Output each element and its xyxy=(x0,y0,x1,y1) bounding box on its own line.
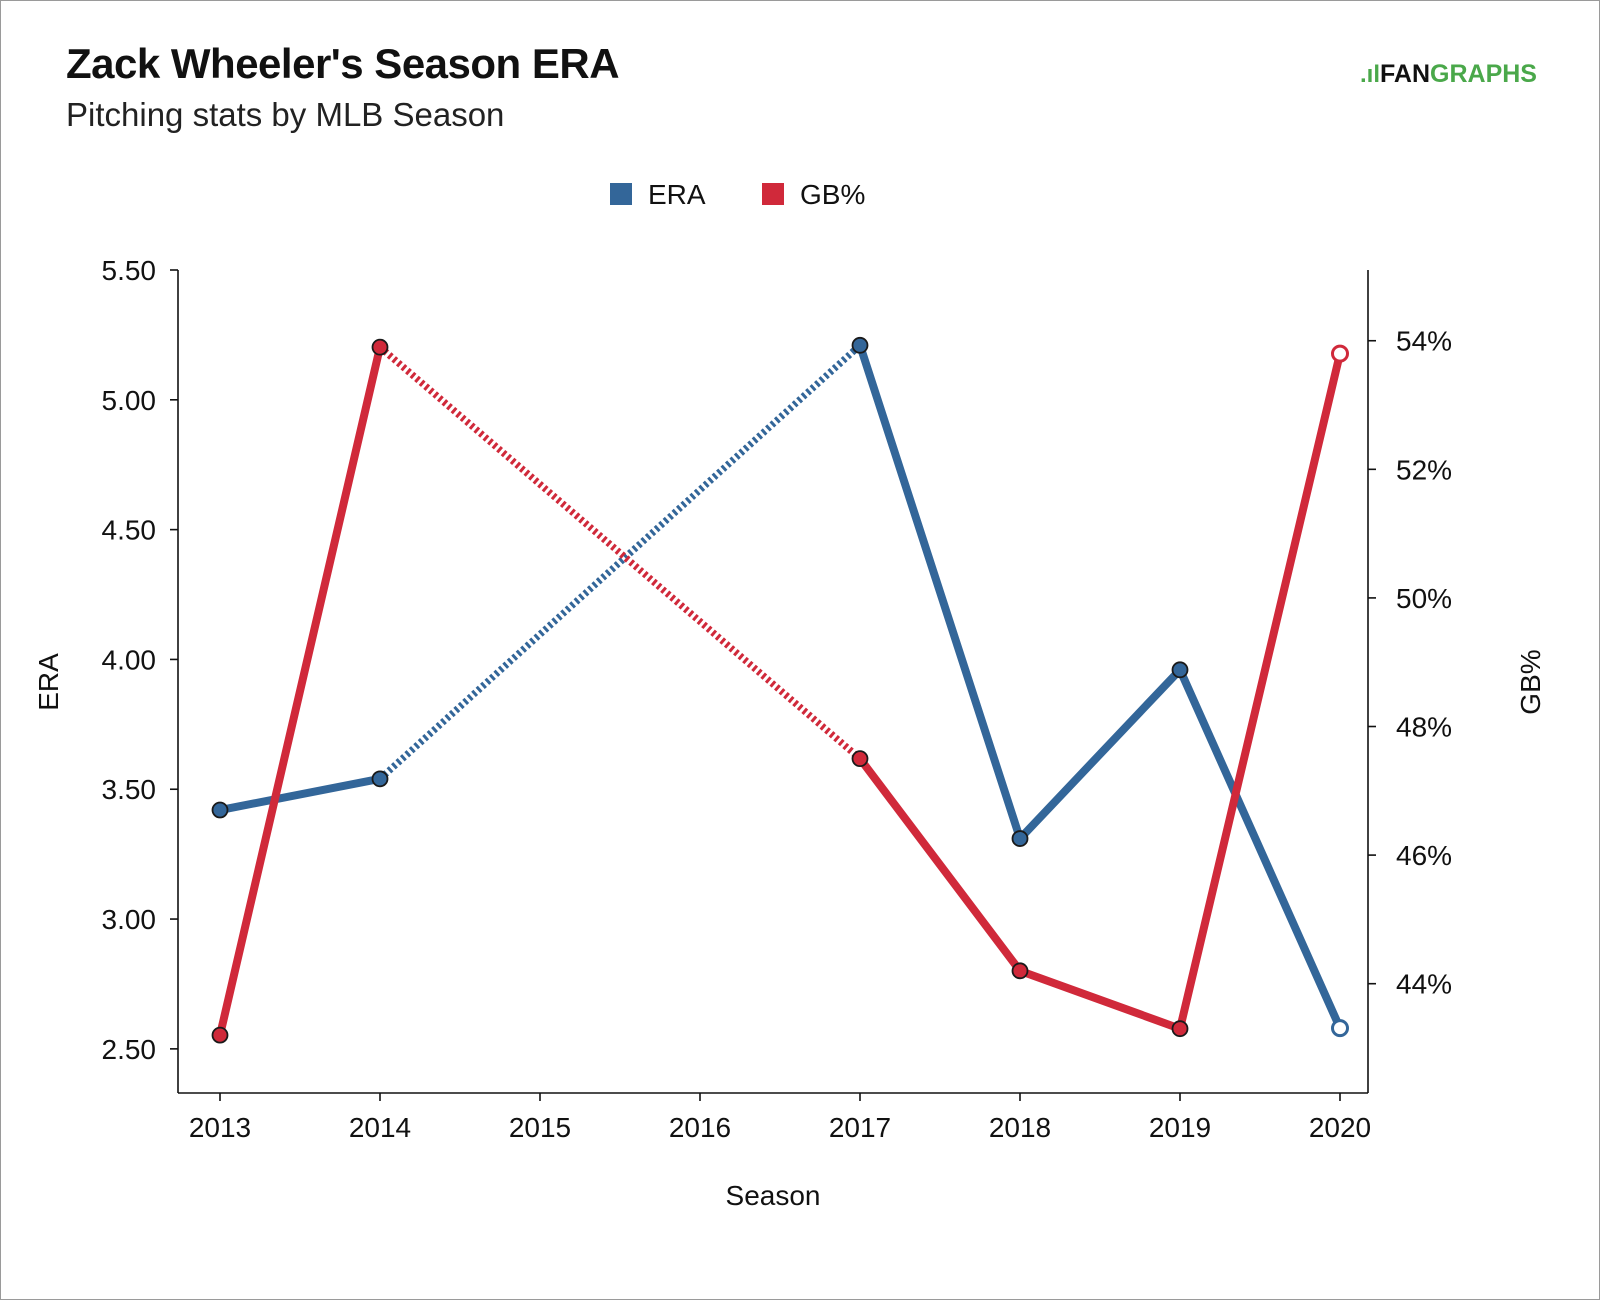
y-axis-title-left: ERA xyxy=(33,653,64,711)
gb-point xyxy=(211,1026,229,1044)
y-tick-label-right: 44% xyxy=(1396,969,1452,1000)
era-line-segment xyxy=(1176,665,1344,1033)
gb-point xyxy=(851,750,869,768)
x-tick-label: 2019 xyxy=(1149,1112,1211,1143)
y-tick-label-left: 3.00 xyxy=(102,904,157,935)
chart-lines xyxy=(216,341,1344,1040)
x-tick-label: 2017 xyxy=(829,1112,891,1143)
gb-point xyxy=(1331,344,1349,363)
gb-line-segment xyxy=(216,343,384,1040)
y-tick-label-left: 5.50 xyxy=(102,255,157,286)
gb-point xyxy=(371,338,389,356)
gb-point xyxy=(1171,1020,1189,1038)
era-point xyxy=(1331,1019,1349,1038)
x-tick-label: 2020 xyxy=(1309,1112,1371,1143)
era-point xyxy=(211,801,229,819)
legend-label-era: ERA xyxy=(648,179,706,210)
x-tick-label: 2014 xyxy=(349,1112,411,1143)
gb-gap-segment xyxy=(377,344,863,762)
y-tick-label-right: 46% xyxy=(1396,840,1452,871)
chart-subtitle: Pitching stats by MLB Season xyxy=(66,96,505,133)
legend-swatch-era xyxy=(610,183,632,205)
chart-legend: ERA GB% xyxy=(610,179,865,210)
era-line-segment xyxy=(856,341,1024,843)
era-point xyxy=(1171,661,1189,679)
y-tick-label-left: 3.50 xyxy=(102,774,157,805)
x-tick-label: 2018 xyxy=(989,1112,1051,1143)
legend-label-gb: GB% xyxy=(800,179,865,210)
gb-line-segment xyxy=(1016,966,1184,1033)
y-tick-label-left: 4.00 xyxy=(102,644,157,675)
gb-point xyxy=(1011,962,1029,980)
fangraphs-logo: .ılFANGRAPHS xyxy=(1360,60,1537,89)
chart-points xyxy=(211,336,1349,1044)
y-tick-label-right: 48% xyxy=(1396,712,1452,743)
y-tick-label-left: 4.50 xyxy=(102,515,157,546)
chart-axes: 2.50 3.00 3.50 4.00 4.50 5.00 5.50 44% 46% 48% 50%… xyxy=(33,255,1546,1211)
chart-title: Zack Wheeler's Season ERA xyxy=(66,40,620,87)
gb-line-segment xyxy=(1176,349,1344,1033)
y-tick-label-right: 54% xyxy=(1396,326,1452,357)
era-line-segment xyxy=(216,774,384,815)
era-gap-segment xyxy=(377,342,863,782)
x-tick-label: 2013 xyxy=(189,1112,251,1143)
era-point xyxy=(1011,830,1029,847)
y-axis-title-right: GB% xyxy=(1515,649,1546,714)
era-line-segment xyxy=(1016,665,1184,843)
y-tick-label-left: 2.50 xyxy=(102,1034,157,1065)
era-point xyxy=(371,770,389,788)
legend-swatch-gb xyxy=(762,183,784,205)
y-tick-label-right: 50% xyxy=(1396,583,1452,614)
y-tick-label-left: 5.00 xyxy=(102,385,157,416)
x-tick-label: 2015 xyxy=(509,1112,571,1143)
fangraphs-logo-mark: .ıl xyxy=(1360,61,1381,88)
fangraphs-logo-text-fan: FAN xyxy=(1380,60,1431,88)
era-point xyxy=(851,336,869,354)
gb-line-segment xyxy=(856,754,1024,975)
y-tick-label-right: 52% xyxy=(1396,454,1452,485)
x-tick-label: 2016 xyxy=(669,1112,731,1143)
fangraphs-logo-text-graphs: GRAPHS xyxy=(1430,60,1537,88)
x-axis-title: Season xyxy=(726,1180,821,1211)
